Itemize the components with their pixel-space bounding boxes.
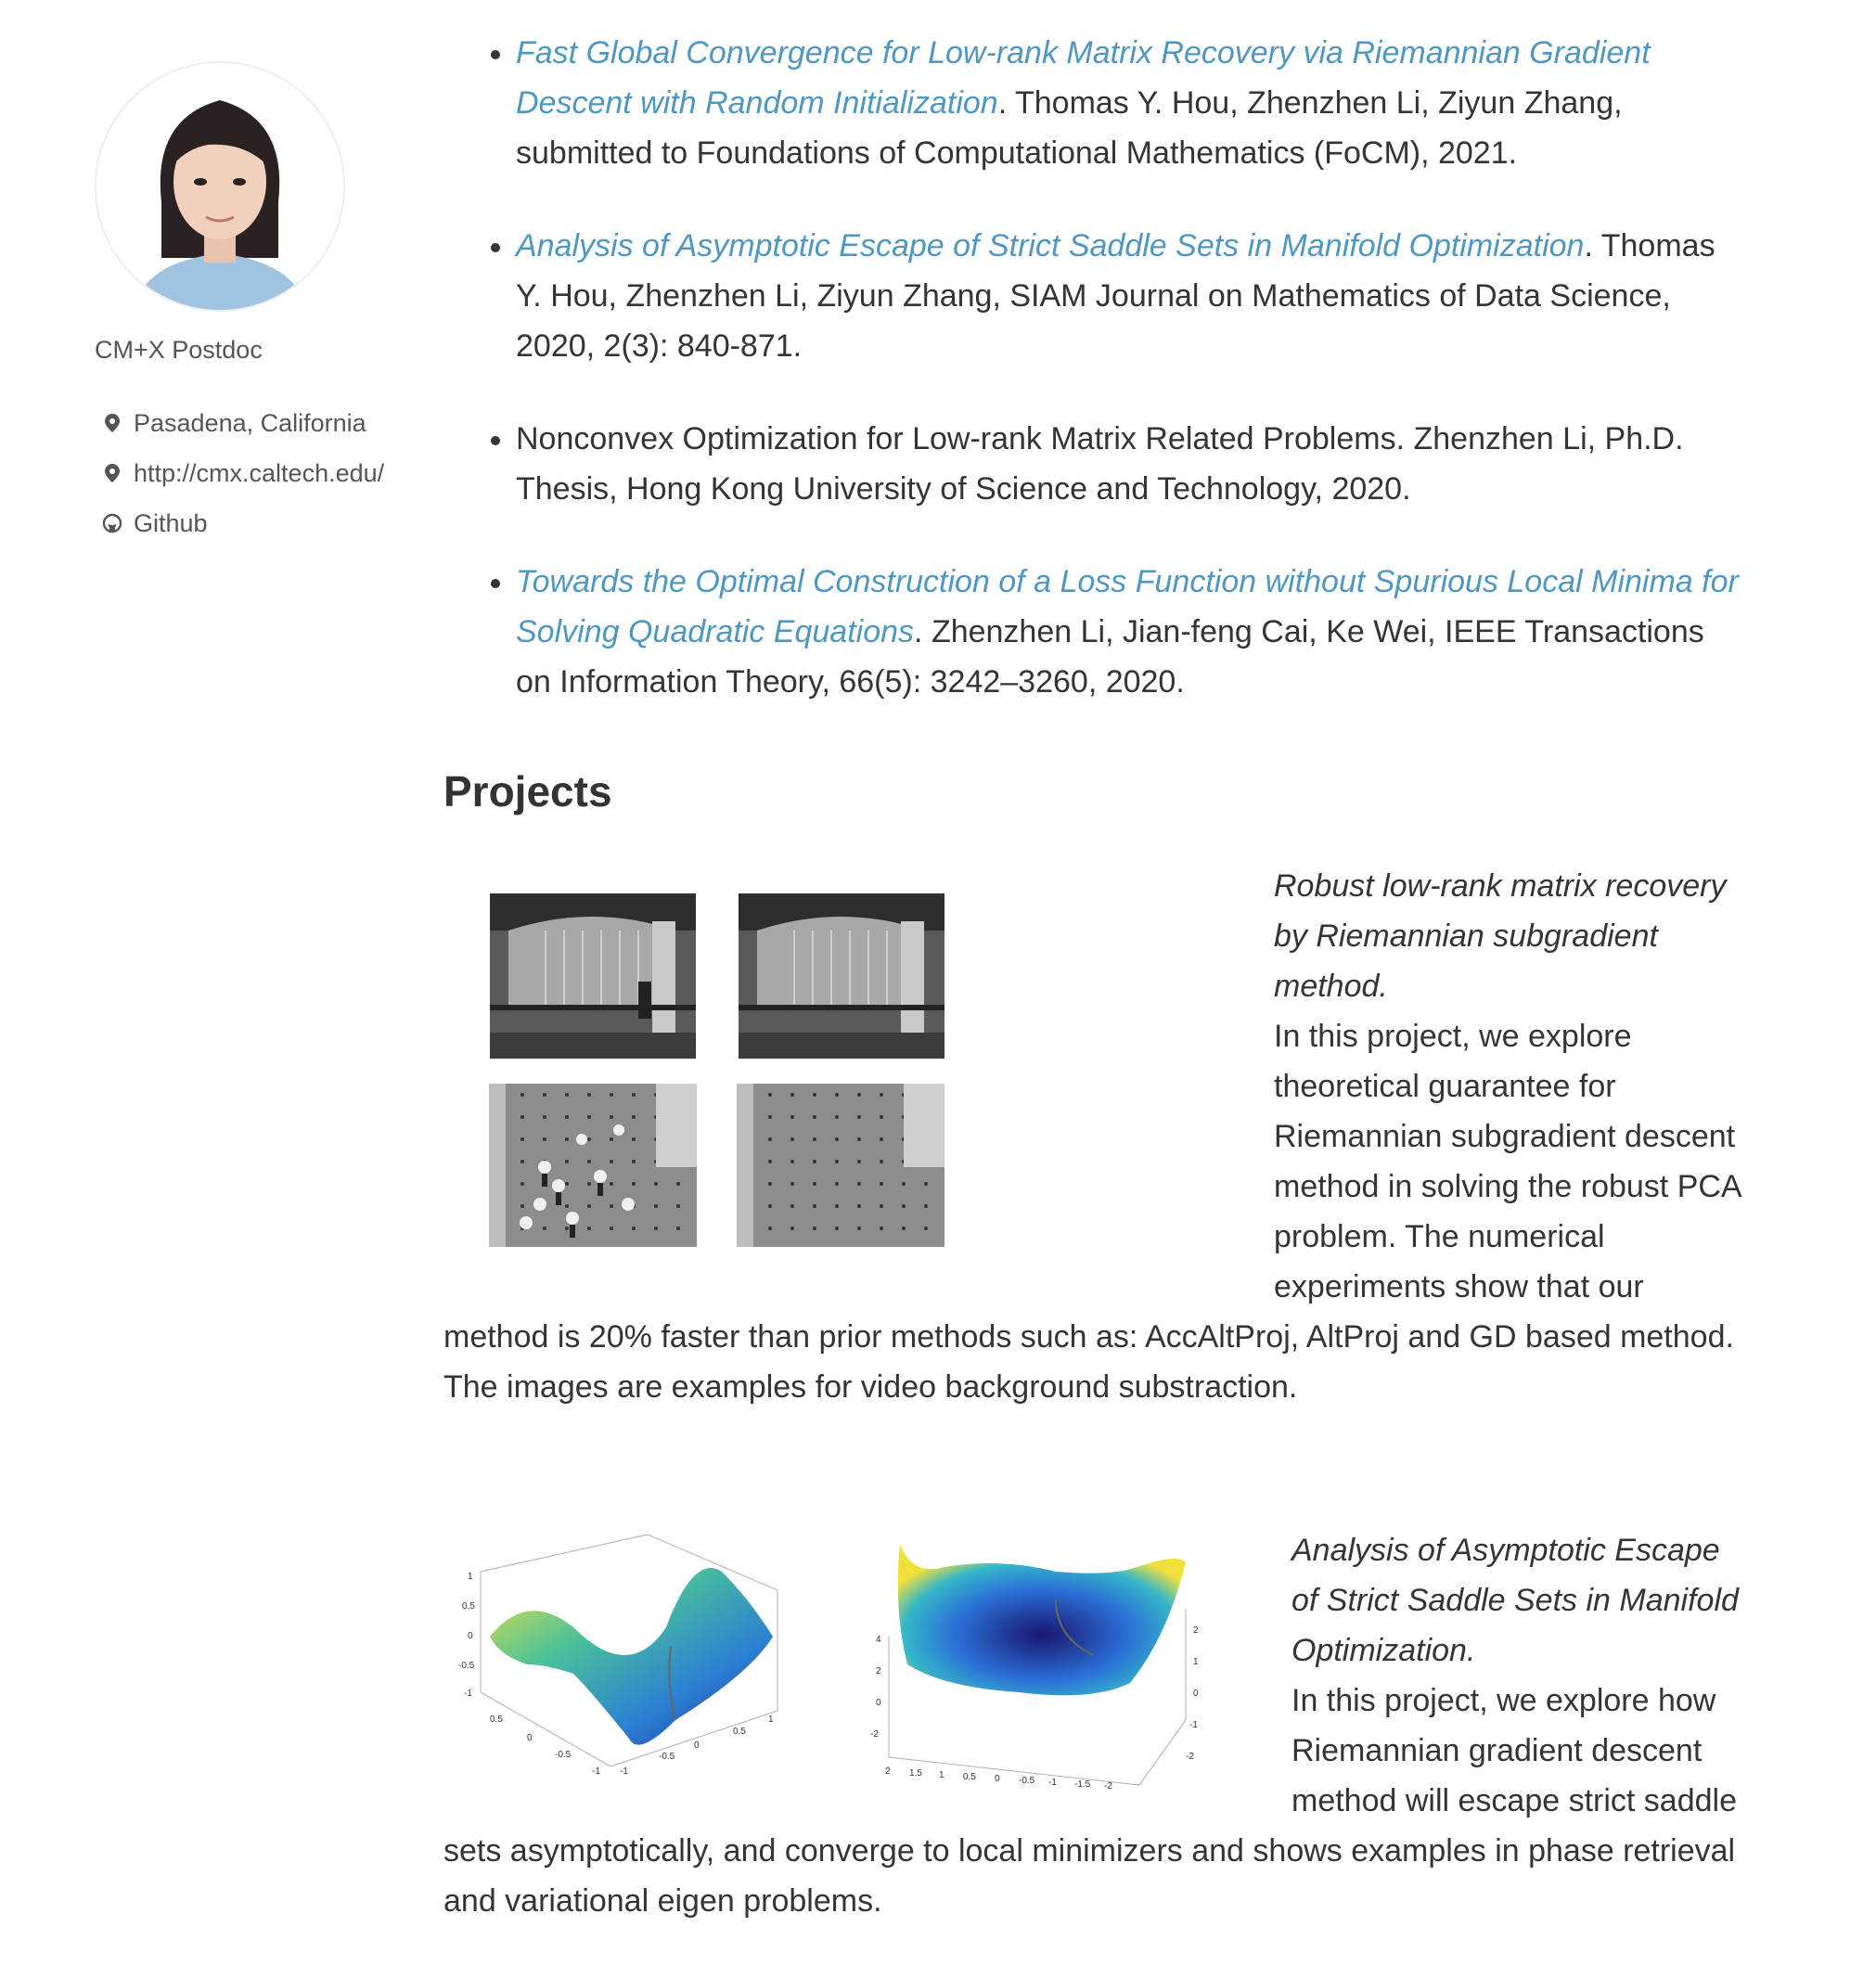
project-figure-video-frames [443, 861, 1255, 1306]
link-github[interactable]: Github [95, 498, 429, 548]
tick-label: 0 [527, 1733, 533, 1743]
tick-label: 0 [694, 1740, 700, 1751]
tick-label: -1 [1048, 1778, 1057, 1788]
project-title: Analysis of Asymptotic Escape of Strict … [1291, 1533, 1739, 1668]
project-title: Robust low-rank matrix recovery by Riema… [1274, 868, 1727, 1004]
tick-label: -1 [464, 1689, 472, 1699]
tick-label: 0 [468, 1631, 473, 1641]
project-description: In this project, we explore how Riemanni… [443, 1683, 1738, 1919]
tick-label: -1 [620, 1766, 628, 1777]
github-icon [102, 513, 122, 533]
link-website[interactable]: http://cmx.caltech.edu/ [95, 448, 429, 498]
tick-label: 1 [768, 1715, 774, 1725]
tick-label: 0.5 [490, 1715, 503, 1725]
tick-label: -2 [870, 1729, 879, 1740]
main-content: Fast Global Convergence for Low-rank Mat… [443, 0, 1742, 1926]
tick-label: 0 [876, 1698, 881, 1708]
project-robust-pca: Robust low-rank matrix recovery by Riema… [443, 861, 1742, 1412]
location-pin-icon [102, 413, 122, 433]
saddle-surface-plots-image: 1 0.5 0 -0.5 -1 0.5 0 -0.5 -1 -1 -0.5 0 … [458, 1534, 1199, 1792]
tick-label: 0 [1193, 1689, 1199, 1699]
tick-label: -0.5 [1019, 1776, 1035, 1786]
website-link-text[interactable]: http://cmx.caltech.edu/ [134, 458, 385, 487]
author-links: Pasadena, California http://cmx.caltech.… [95, 398, 429, 548]
author-bio: CM+X Postdoc [95, 336, 263, 364]
tick-label: 2 [1193, 1625, 1199, 1636]
tick-label: -1 [592, 1766, 600, 1777]
project-saddle-escape: 1 0.5 0 -0.5 -1 0.5 0 -0.5 -1 -1 -0.5 0 … [443, 1525, 1742, 1926]
publication-details: . Thomas Y. Hou, Zhenzhen Li, Ziyun Zhan… [516, 228, 1715, 364]
publication-title-link[interactable]: Fast Global Convergence for Low-rank Mat… [516, 35, 1651, 121]
avatar-portrait-image [96, 63, 343, 310]
publication-item: Fast Global Convergence for Low-rank Mat… [443, 28, 1742, 178]
location-text: Pasadena, California [134, 408, 366, 437]
location-pin-icon [102, 463, 122, 483]
link-location: Pasadena, California [95, 398, 429, 448]
tick-label: 0.5 [963, 1772, 976, 1782]
projects-heading: Projects [443, 767, 612, 816]
tick-label: 0.5 [462, 1601, 475, 1612]
publication-item: Analysis of Asymptotic Escape of Strict … [443, 221, 1742, 371]
tick-label: 4 [876, 1635, 881, 1645]
publication-details: . Zhenzhen Li, Jian-feng Cai, Ke Wei, IE… [516, 614, 1704, 700]
publication-details: Nonconvex Optimization for Low-rank Matr… [516, 421, 1684, 507]
github-link-text[interactable]: Github [134, 508, 208, 537]
tick-label: 1 [1193, 1657, 1199, 1667]
avatar [95, 61, 345, 312]
publication-title-link[interactable]: Analysis of Asymptotic Escape of Strict … [516, 228, 1585, 263]
tick-label: -1 [1189, 1720, 1198, 1730]
tick-label: -0.5 [458, 1661, 475, 1671]
tick-label: 2 [885, 1766, 891, 1777]
tick-label: 0 [995, 1774, 1000, 1784]
publication-list: Fast Global Convergence for Low-rank Mat… [443, 0, 1742, 707]
tick-label: 1.5 [909, 1768, 922, 1779]
project-description: In this project, we explore theoretical … [443, 1019, 1741, 1405]
tick-label: 1 [468, 1572, 473, 1582]
tick-label: -2 [1104, 1781, 1112, 1792]
publication-item: Towards the Optimal Construction of a Lo… [443, 557, 1742, 707]
publication-details: . Thomas Y. Hou, Zhenzhen Li, Ziyun Zhan… [516, 85, 1623, 171]
video-background-frames-image [489, 893, 944, 1247]
tick-label: -0.5 [555, 1750, 572, 1760]
tick-label: 2 [876, 1666, 881, 1676]
author-sidebar: CM+X Postdoc Pasadena, California http:/… [95, 61, 429, 548]
tick-label: -2 [1186, 1752, 1194, 1762]
tick-label: 0.5 [733, 1727, 746, 1737]
publication-title-link[interactable]: Towards the Optimal Construction of a Lo… [516, 564, 1739, 649]
publication-item: Nonconvex Optimization for Low-rank Matr… [443, 414, 1742, 514]
project-figure-surface-plots: 1 0.5 0 -0.5 -1 0.5 0 -0.5 -1 -1 -0.5 0 … [443, 1525, 1267, 1822]
tick-label: -0.5 [659, 1752, 675, 1762]
tick-label: -1.5 [1074, 1779, 1091, 1790]
tick-label: 1 [939, 1770, 944, 1780]
